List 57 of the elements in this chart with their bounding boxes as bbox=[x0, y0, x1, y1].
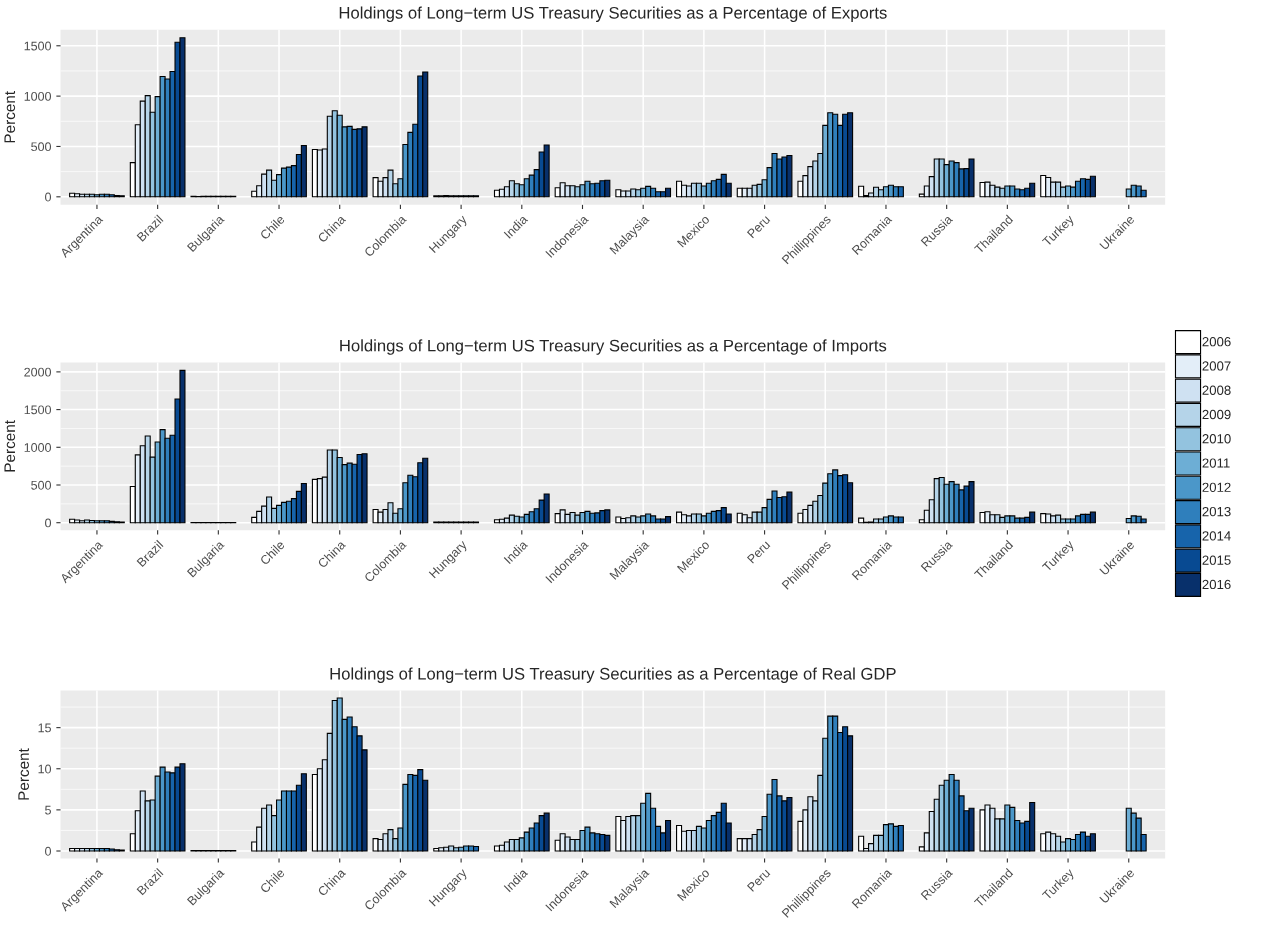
bar bbox=[664, 820, 672, 852]
bar bbox=[300, 482, 307, 524]
bar bbox=[897, 824, 904, 852]
legend-label: 2012 bbox=[1202, 482, 1231, 492]
bar bbox=[503, 841, 510, 852]
y-tick-label: 0 bbox=[45, 846, 52, 856]
y-tick-label: 1000 bbox=[24, 443, 52, 452]
bar bbox=[98, 847, 105, 852]
y-tick-label: 500 bbox=[31, 480, 52, 490]
legend-label: 2013 bbox=[1202, 506, 1231, 517]
bar bbox=[1089, 833, 1096, 852]
bar bbox=[300, 773, 307, 852]
chart-title: Holdings of Long−term US Treasury Securities as a Percentage of Imports bbox=[340, 339, 887, 355]
chart-title: Holdings of Long−term US Treasury Securities as a Percentage of Real GDP bbox=[330, 667, 896, 683]
legend-label: 2010 bbox=[1202, 434, 1231, 444]
bar bbox=[300, 144, 307, 198]
y-axis-title: Percent bbox=[4, 420, 16, 472]
bar bbox=[664, 516, 672, 524]
y-tick-label: 2000 bbox=[24, 367, 52, 377]
legend-label: 2009 bbox=[1202, 409, 1231, 420]
legend-label: 2011 bbox=[1202, 458, 1230, 468]
bar bbox=[897, 186, 904, 198]
y-tick-label: 500 bbox=[31, 142, 52, 152]
bar bbox=[93, 847, 100, 852]
y-tick-label: 1000 bbox=[24, 91, 52, 101]
y-tick-label: 10 bbox=[38, 764, 52, 774]
y-tick-label: 0 bbox=[45, 192, 52, 202]
bar bbox=[1140, 189, 1147, 198]
bar bbox=[664, 187, 672, 198]
bar bbox=[564, 836, 571, 852]
legend-label: 2007 bbox=[1202, 361, 1231, 371]
y-axis-title: Percent bbox=[4, 91, 16, 143]
legend-label: 2016 bbox=[1202, 579, 1231, 590]
y-tick-label: 5 bbox=[45, 805, 51, 815]
legend-label: 2008 bbox=[1202, 385, 1231, 395]
y-tick-label: 1500 bbox=[24, 41, 52, 51]
y-tick-label: 15 bbox=[38, 723, 51, 733]
bar bbox=[1089, 175, 1096, 198]
bar bbox=[1079, 831, 1086, 852]
bar bbox=[695, 513, 702, 524]
bar bbox=[1089, 511, 1096, 524]
bar bbox=[1140, 518, 1147, 524]
legend-label: 2014 bbox=[1202, 531, 1231, 541]
y-tick-label: 1500 bbox=[24, 405, 52, 415]
bar bbox=[88, 847, 96, 852]
bar bbox=[543, 812, 550, 852]
bar bbox=[472, 845, 480, 852]
chart-title: Holdings of Long−term US Treasury Securities as a Percentage of Exports bbox=[339, 6, 887, 23]
legend-label: 2015 bbox=[1202, 555, 1231, 565]
legend-label: 2006 bbox=[1202, 336, 1231, 347]
bar bbox=[543, 144, 550, 198]
y-tick-label: 0 bbox=[45, 518, 52, 528]
bar bbox=[543, 493, 550, 524]
bar bbox=[83, 847, 91, 852]
bar bbox=[83, 519, 91, 524]
bar bbox=[897, 516, 904, 524]
y-axis-title: Percent bbox=[18, 748, 30, 800]
